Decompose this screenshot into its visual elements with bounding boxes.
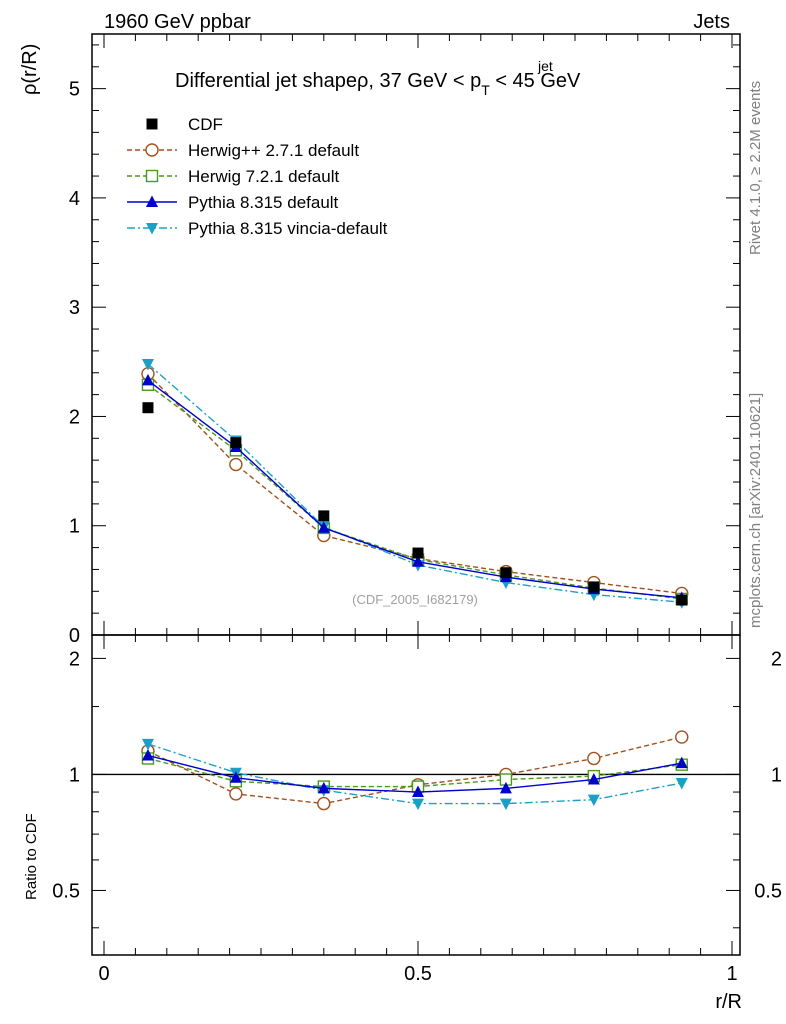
data-point-cdf <box>588 581 600 593</box>
rivet-info: Rivet 4.1.0, ≥ 2.2M events <box>747 81 764 255</box>
legend: CDF Herwig++ 2.7.1 default Herwig 7.2.1 de… <box>127 115 388 238</box>
y-tick-label: 1 <box>69 516 80 538</box>
plot-title: Differential jet shapeρ, 37 GeV < pT < 4… <box>175 70 581 98</box>
data-point-cdf <box>142 402 154 414</box>
legend-marker-herwig-2-7-1-default <box>145 143 159 157</box>
plot-title-sup: jet <box>537 58 553 74</box>
mcplots-info: mcplots.cern.ch [arXiv:2401.10621] <box>747 393 764 628</box>
x-tick-label: 0 <box>98 963 109 985</box>
ratio-tick-label-right: 0.5 <box>754 880 782 902</box>
plot-title-sub: T <box>481 82 490 98</box>
data-point-pythia-8-315-default <box>412 555 424 567</box>
plot-title-main: Differential jet shapeρ, 37 GeV < p <box>175 70 481 92</box>
ratio-point-herwig-2-7-1-default <box>317 796 331 811</box>
legend-label-pythia-8-315-vincia-default: Pythia 8.315 vincia-default <box>188 219 388 238</box>
data-point-cdf <box>412 547 424 559</box>
ratio-point-pythia-8-315-default <box>412 785 424 798</box>
analysis-watermark: (CDF_2005_I682179) <box>352 592 478 607</box>
y-tick-label: 4 <box>69 188 80 210</box>
series-line-herwig-7-2-1-default <box>147 384 682 600</box>
data-point-pythia-8-315-vincia-default <box>141 359 154 371</box>
main-series <box>141 359 689 609</box>
ratio-tick-label-left: 0.5 <box>52 880 80 902</box>
ratio-tick-label-right: 2 <box>771 648 782 670</box>
ratio-point-pythia-8-315-vincia-default <box>587 794 600 807</box>
legend-label-herwig-2-7-1-default: Herwig++ 2.7.1 default <box>188 141 359 160</box>
legend-label-pythia-8-315-default: Pythia 8.315 default <box>188 193 339 212</box>
ratio-point-herwig-2-7-1-default <box>675 730 689 744</box>
y-axis-label: ρ(r/R) <box>19 44 41 95</box>
ratio-point-pythia-8-315-vincia-default <box>675 778 688 790</box>
ratio-point-pythia-8-315-vincia-default <box>499 798 512 811</box>
y-tick-label: 2 <box>69 406 80 428</box>
ratio-plot-frame <box>91 634 741 956</box>
legend-label-cdf: CDF <box>188 115 223 134</box>
x-tick-label: 0.5 <box>404 963 432 985</box>
data-point-pythia-8-315-default <box>141 373 154 386</box>
y-tick-label: 0 <box>69 625 80 647</box>
ratio-point-pythia-8-315-vincia-default <box>412 798 424 811</box>
x-axis-label: r/R <box>715 991 742 1013</box>
data-point-cdf <box>500 567 512 579</box>
ratio-y-axis-label: Ratio to CDF <box>23 813 40 900</box>
data-point-pythia-8-315-default <box>317 521 330 533</box>
ratio-series <box>141 730 689 811</box>
data-point-cdf <box>318 510 330 522</box>
data-point-cdf <box>676 594 688 606</box>
x-tick-label: 1 <box>726 963 737 985</box>
ratio-point-herwig-2-7-1-default <box>229 787 243 801</box>
ratio-point-pythia-8-315-default <box>317 781 330 794</box>
axis-ticks <box>92 34 740 955</box>
ratio-point-pythia-8-315-vincia-default <box>141 738 154 751</box>
ratio-tick-label-left: 1 <box>69 764 80 786</box>
legend-marker-pythia-8-315-default <box>146 195 158 207</box>
tick-labels: 0 0.5 1 0 1 2 3 4 5 0.5 0.5 1 1 2 2 <box>52 79 782 985</box>
ratio-point-herwig-2-7-1-default <box>587 751 601 766</box>
legend-marker-cdf <box>146 118 158 130</box>
ratio-point-pythia-8-315-default <box>229 771 242 783</box>
ratio-point-pythia-8-315-default <box>587 773 600 785</box>
y-tick-label: 5 <box>69 79 80 101</box>
legend-marker-pythia-8-315-vincia-default <box>146 223 158 235</box>
ratio-tick-label-right: 1 <box>771 764 782 786</box>
data-point-herwig-2-7-1-default <box>229 457 243 472</box>
legend-label-herwig-7-2-1-default: Herwig 7.2.1 default <box>188 167 339 186</box>
y-tick-label: 3 <box>69 297 80 319</box>
ratio-point-pythia-8-315-default <box>499 781 512 794</box>
legend-marker-herwig-7-2-1-default <box>145 169 159 183</box>
ratio-tick-label-left: 2 <box>69 648 80 670</box>
data-point-cdf <box>230 437 242 449</box>
plot-title-tail: < 45 GeV <box>490 70 581 92</box>
collision-label: 1960 GeV ppbar <box>104 11 251 33</box>
ratio-point-pythia-8-315-default <box>675 756 688 769</box>
process-label: Jets <box>693 11 730 33</box>
ratio-point-pythia-8-315-default <box>141 748 154 761</box>
